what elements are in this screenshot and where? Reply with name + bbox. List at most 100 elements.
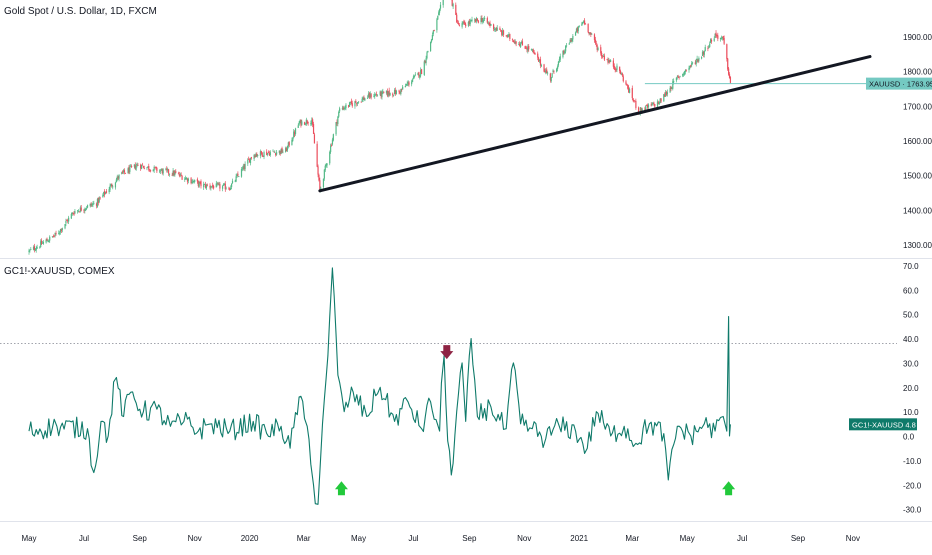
candle-body bbox=[29, 249, 31, 251]
candle-body bbox=[230, 187, 232, 190]
spread-tick-label: 50.0 bbox=[903, 311, 919, 320]
candle-body bbox=[30, 249, 32, 250]
candle-body bbox=[590, 32, 592, 35]
candle-body bbox=[501, 30, 503, 35]
candle-body bbox=[36, 246, 38, 249]
candle-body bbox=[199, 182, 201, 183]
candle-body bbox=[135, 166, 137, 170]
candle-body bbox=[614, 67, 616, 71]
candle-body bbox=[121, 172, 123, 174]
candle-body bbox=[218, 183, 220, 185]
time-tick-label: Mar bbox=[625, 534, 639, 543]
candle-body bbox=[211, 186, 213, 187]
candle-body bbox=[219, 184, 221, 189]
candle-body bbox=[60, 229, 63, 231]
candle-body bbox=[288, 142, 290, 146]
candle-body bbox=[703, 50, 705, 55]
candle-body bbox=[149, 169, 151, 171]
candle-body bbox=[386, 90, 388, 96]
candle-body bbox=[408, 82, 410, 85]
candle-body bbox=[677, 76, 679, 77]
candle-body bbox=[238, 176, 240, 178]
candle-body bbox=[349, 101, 352, 103]
candle-body bbox=[171, 174, 173, 176]
candle-body bbox=[317, 166, 319, 175]
candle-body bbox=[475, 18, 477, 22]
candle-body bbox=[467, 21, 470, 26]
candle-body bbox=[141, 164, 144, 166]
candle-body bbox=[231, 183, 233, 188]
time-tick-label: Mar bbox=[297, 534, 311, 543]
candle-body bbox=[727, 58, 729, 70]
candle-body bbox=[482, 19, 484, 23]
candle-body bbox=[620, 73, 623, 75]
candle-body bbox=[388, 90, 390, 95]
candle-body bbox=[72, 213, 74, 214]
candle-body bbox=[646, 104, 648, 106]
candle-body bbox=[392, 93, 394, 96]
candle-body bbox=[39, 246, 41, 248]
time-tick-label: Jul bbox=[79, 534, 89, 543]
candle-body bbox=[513, 41, 515, 43]
time-tick-label: 2021 bbox=[570, 534, 588, 543]
candle-body bbox=[379, 91, 381, 95]
candle-body bbox=[528, 46, 530, 50]
candle-body bbox=[533, 51, 535, 53]
candle-body bbox=[595, 43, 597, 45]
candle-body bbox=[77, 210, 80, 212]
candle-body bbox=[461, 23, 463, 27]
candle-body bbox=[266, 151, 268, 155]
candle-body bbox=[325, 164, 327, 167]
candle-body bbox=[228, 188, 230, 190]
candle-body bbox=[257, 155, 259, 157]
candle-body bbox=[641, 108, 643, 113]
candle-body bbox=[420, 69, 423, 74]
candle-body bbox=[402, 86, 404, 90]
candle-body bbox=[596, 45, 598, 50]
candle-body bbox=[669, 87, 671, 93]
candle-body bbox=[563, 51, 565, 53]
candle-body bbox=[256, 153, 258, 156]
candle-body bbox=[721, 36, 723, 39]
candle-body bbox=[531, 49, 533, 51]
candle-body bbox=[425, 58, 427, 64]
candle-body bbox=[411, 81, 413, 85]
candle-body bbox=[242, 165, 244, 170]
candle-body bbox=[675, 77, 678, 81]
candle-body bbox=[272, 150, 274, 152]
candle-body bbox=[159, 170, 162, 172]
candle-body bbox=[184, 178, 186, 180]
candle-body bbox=[546, 69, 548, 74]
candle-body bbox=[650, 104, 652, 106]
candle-body bbox=[664, 94, 666, 97]
candle-body bbox=[389, 92, 391, 96]
candle-body bbox=[369, 93, 371, 98]
candle-body bbox=[539, 59, 542, 66]
candle-body bbox=[633, 99, 635, 102]
candle-body bbox=[551, 73, 553, 78]
candle-body bbox=[168, 173, 171, 175]
candle-body bbox=[65, 221, 67, 224]
candle-body bbox=[46, 238, 48, 241]
candle-body bbox=[34, 250, 36, 251]
candle-body bbox=[462, 22, 464, 24]
candle-body bbox=[684, 69, 687, 72]
candle-body bbox=[260, 151, 262, 154]
candle-body bbox=[263, 152, 265, 158]
candle-body bbox=[676, 76, 678, 78]
candle-body bbox=[102, 194, 104, 198]
candle-body bbox=[654, 104, 656, 107]
candle-body bbox=[574, 32, 577, 36]
candle-body bbox=[499, 28, 501, 30]
candle-body bbox=[493, 28, 496, 30]
candle-body bbox=[229, 188, 231, 190]
candle-body bbox=[122, 170, 125, 173]
candle-body bbox=[361, 98, 363, 102]
candle-body bbox=[537, 53, 539, 58]
candle-body bbox=[494, 28, 497, 30]
spread-tick-label: 70.0 bbox=[903, 262, 919, 271]
candle-body bbox=[538, 59, 541, 62]
candle-body bbox=[185, 177, 188, 179]
candle-body bbox=[348, 105, 350, 107]
